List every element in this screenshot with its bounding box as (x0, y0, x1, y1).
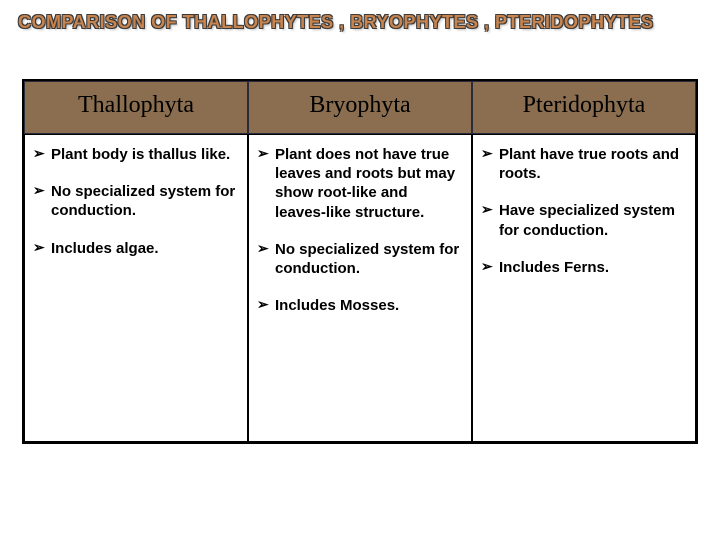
bullet-text: Includes Mosses. (275, 297, 399, 314)
comparison-table: Thallophyta Bryophyta Pteridophyta Plant… (22, 79, 698, 444)
bullet-list: Plant have true roots and roots. Have sp… (481, 145, 685, 277)
table-body-row: Plant body is thallus like. No specializ… (24, 134, 696, 442)
list-item: Have specialized system for conduction. (481, 201, 685, 239)
bullet-text: Includes algae. (51, 240, 159, 257)
cell-bryophyta: Plant does not have true leaves and root… (248, 134, 472, 442)
col-header-bryophyta: Bryophyta (248, 81, 472, 134)
list-item: No specialized system for conduction. (257, 240, 461, 278)
cell-pteridophyta: Plant have true roots and roots. Have sp… (472, 134, 696, 442)
page-title: COMPARISON OF THALLOPHYTES , BRYOPHYTES … (0, 0, 720, 41)
list-item: Includes Ferns. (481, 258, 685, 277)
bullet-text: Have specialized system for conduction. (499, 202, 675, 238)
list-item: No specialized system for conduction. (33, 182, 237, 220)
col-header-pteridophyta: Pteridophyta (472, 81, 696, 134)
bullet-text: Plant body is thallus like. (51, 146, 230, 163)
bullet-text: Includes Ferns. (499, 259, 609, 276)
bullet-list: Plant does not have true leaves and root… (257, 145, 461, 315)
list-item: Includes Mosses. (257, 296, 461, 315)
bullet-text: Plant does not have true leaves and root… (275, 146, 455, 221)
list-item: Plant body is thallus like. (33, 145, 237, 164)
bullet-text: Plant have true roots and roots. (499, 146, 679, 182)
bullet-text: No specialized system for conduction. (51, 183, 235, 219)
list-item: Plant does not have true leaves and root… (257, 145, 461, 222)
bullet-text: No specialized system for conduction. (275, 241, 459, 277)
cell-thallophyta: Plant body is thallus like. No specializ… (24, 134, 248, 442)
page-title-text: COMPARISON OF THALLOPHYTES , BRYOPHYTES … (18, 12, 654, 32)
col-header-thallophyta: Thallophyta (24, 81, 248, 134)
list-item: Includes algae. (33, 239, 237, 258)
bullet-list: Plant body is thallus like. No specializ… (33, 145, 237, 258)
table-header-row: Thallophyta Bryophyta Pteridophyta (24, 81, 696, 134)
list-item: Plant have true roots and roots. (481, 145, 685, 183)
